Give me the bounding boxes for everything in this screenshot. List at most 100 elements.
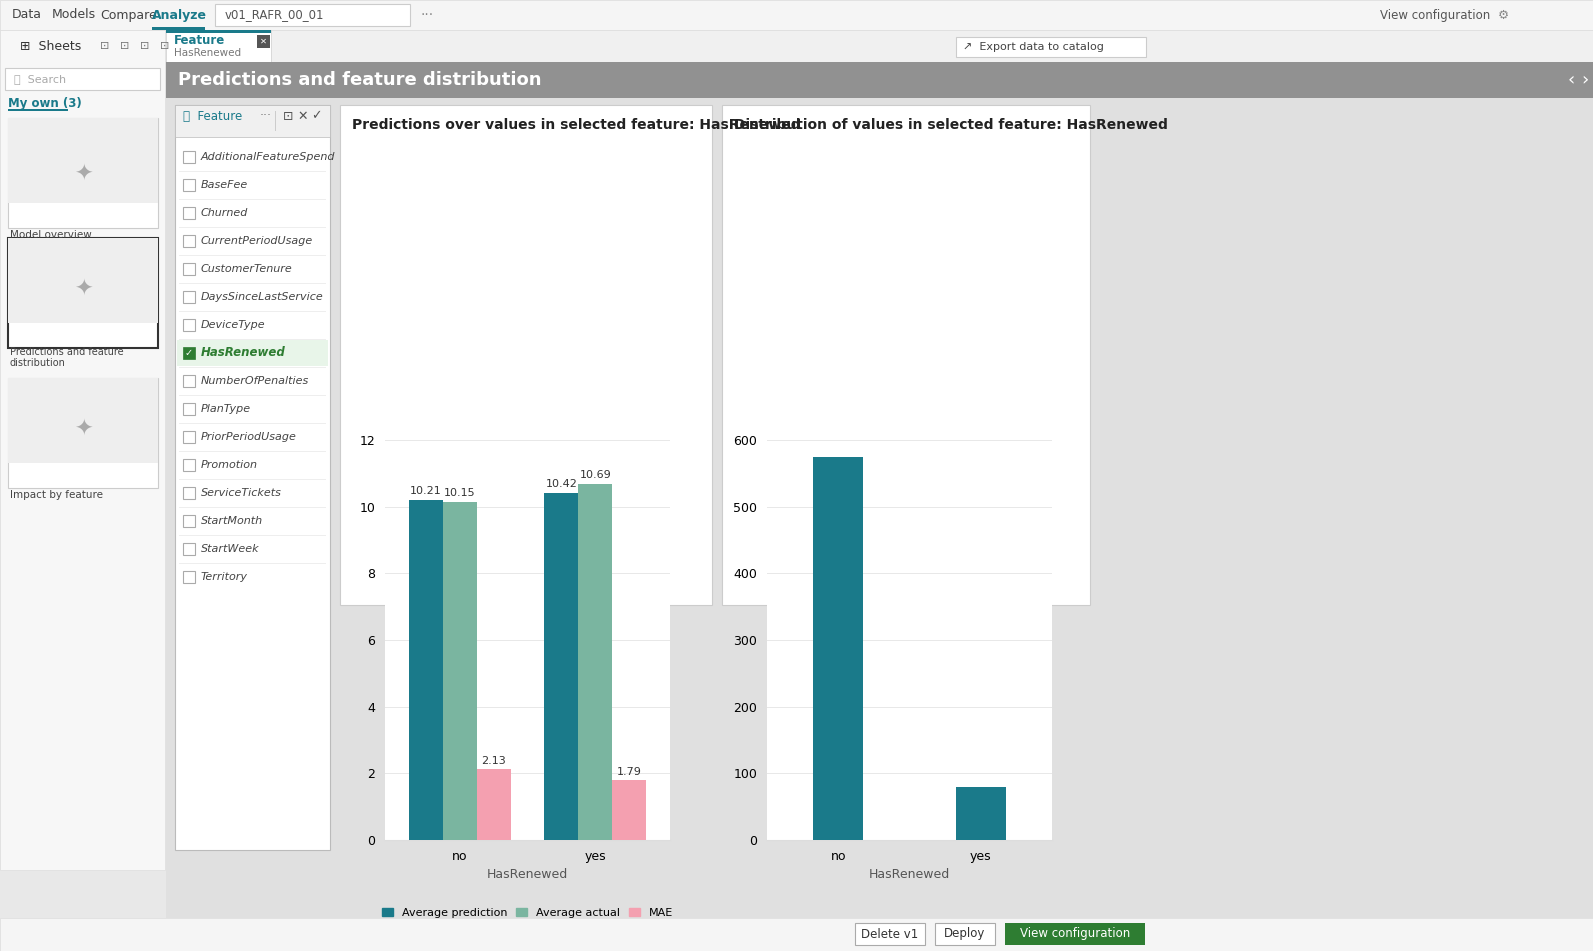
Text: ›: › <box>1582 71 1588 89</box>
Bar <box>183 179 194 191</box>
Text: Churned: Churned <box>201 208 249 218</box>
Bar <box>175 105 330 850</box>
Text: HasRenewed: HasRenewed <box>174 48 241 58</box>
Bar <box>5 68 159 90</box>
Text: ✦: ✦ <box>73 280 92 300</box>
Text: 10.69: 10.69 <box>580 471 612 480</box>
Text: ✦: ✦ <box>73 165 92 185</box>
Text: StartMonth: StartMonth <box>201 516 263 526</box>
Text: Territory: Territory <box>201 572 249 582</box>
Text: 10.21: 10.21 <box>409 486 441 496</box>
Bar <box>8 118 158 203</box>
Text: Model overview: Model overview <box>10 230 92 240</box>
Bar <box>183 487 194 499</box>
Bar <box>166 98 1593 918</box>
Bar <box>183 291 194 303</box>
Bar <box>183 431 194 443</box>
Text: Distribution of values in selected feature: HasRenewed: Distribution of values in selected featu… <box>734 118 1168 132</box>
Bar <box>183 459 194 471</box>
Bar <box>8 36 86 56</box>
Text: My own (3): My own (3) <box>8 96 81 109</box>
Bar <box>183 375 194 387</box>
Text: ···: ··· <box>260 109 272 123</box>
Bar <box>545 493 578 840</box>
Bar <box>183 263 194 275</box>
Bar <box>183 235 194 247</box>
Text: Predictions and feature: Predictions and feature <box>10 347 124 357</box>
Text: ⊡: ⊡ <box>284 109 293 123</box>
Text: 🔍  Search: 🔍 Search <box>14 74 67 84</box>
Bar <box>166 30 271 33</box>
Bar <box>151 27 205 30</box>
Bar <box>476 769 510 840</box>
Bar <box>177 340 328 366</box>
Bar <box>855 923 926 945</box>
Bar <box>814 456 863 840</box>
Text: Predictions and feature distribution: Predictions and feature distribution <box>178 71 542 89</box>
Bar <box>339 105 712 605</box>
Bar <box>183 151 194 163</box>
Bar <box>0 918 1593 951</box>
Bar <box>8 238 158 348</box>
Text: 1.79: 1.79 <box>616 767 642 777</box>
Bar <box>722 105 1090 605</box>
Text: CurrentPeriodUsage: CurrentPeriodUsage <box>201 236 314 246</box>
Text: ✓: ✓ <box>185 348 193 358</box>
Bar <box>175 105 330 137</box>
Bar <box>956 37 1145 57</box>
Text: ⊡: ⊡ <box>119 41 129 51</box>
Bar <box>166 30 271 62</box>
Text: Predictions over values in selected feature: HasRenewed: Predictions over values in selected feat… <box>352 118 801 132</box>
Text: BaseFee: BaseFee <box>201 180 249 190</box>
Text: 10.15: 10.15 <box>444 488 475 498</box>
Text: Models: Models <box>53 9 96 22</box>
Text: ⊡: ⊡ <box>100 41 110 51</box>
Text: 2.13: 2.13 <box>481 756 507 766</box>
Text: ‹: ‹ <box>1568 71 1574 89</box>
Text: Analyze: Analyze <box>151 9 207 22</box>
Text: NumberOfPenalties: NumberOfPenalties <box>201 376 309 386</box>
Text: ⊡: ⊡ <box>159 41 169 51</box>
Bar <box>8 378 158 488</box>
Bar <box>183 319 194 331</box>
Bar <box>409 499 443 840</box>
Text: View configuration: View configuration <box>1380 9 1489 22</box>
Text: Promotion: Promotion <box>201 460 258 470</box>
Bar <box>1005 923 1145 945</box>
Text: Delete v1: Delete v1 <box>862 927 919 941</box>
Text: View configuration: View configuration <box>1020 927 1129 941</box>
Bar <box>0 30 1593 62</box>
Bar <box>166 62 1593 98</box>
Text: ⊡: ⊡ <box>140 41 150 51</box>
Text: Data: Data <box>13 9 41 22</box>
Bar <box>183 347 194 359</box>
Text: Compare: Compare <box>100 9 156 22</box>
Text: ✦: ✦ <box>73 420 92 440</box>
Text: ⊞  Sheets: ⊞ Sheets <box>21 40 81 52</box>
Text: DeviceType: DeviceType <box>201 320 266 330</box>
Text: v01_RAFR_00_01: v01_RAFR_00_01 <box>225 9 325 22</box>
Bar <box>183 515 194 527</box>
X-axis label: HasRenewed: HasRenewed <box>487 868 569 882</box>
Bar <box>935 923 996 945</box>
Text: distribution: distribution <box>10 358 65 368</box>
Text: ✕: ✕ <box>260 36 266 46</box>
Text: CustomerTenure: CustomerTenure <box>201 264 293 274</box>
Bar <box>215 4 409 26</box>
Text: ServiceTickets: ServiceTickets <box>201 488 282 498</box>
Bar <box>612 781 647 840</box>
X-axis label: HasRenewed: HasRenewed <box>868 868 949 882</box>
Text: ···: ··· <box>421 8 433 22</box>
Bar <box>183 207 194 219</box>
Bar <box>0 30 166 870</box>
Text: DaysSinceLastService: DaysSinceLastService <box>201 292 323 302</box>
Text: ⚙: ⚙ <box>1497 9 1509 22</box>
Bar <box>183 403 194 415</box>
Text: 10.42: 10.42 <box>545 479 577 490</box>
Bar <box>8 378 158 463</box>
Bar <box>956 786 1005 840</box>
Text: ✕: ✕ <box>296 109 307 123</box>
Text: PlanType: PlanType <box>201 404 252 414</box>
Text: StartWeek: StartWeek <box>201 544 260 554</box>
Bar <box>8 118 158 228</box>
